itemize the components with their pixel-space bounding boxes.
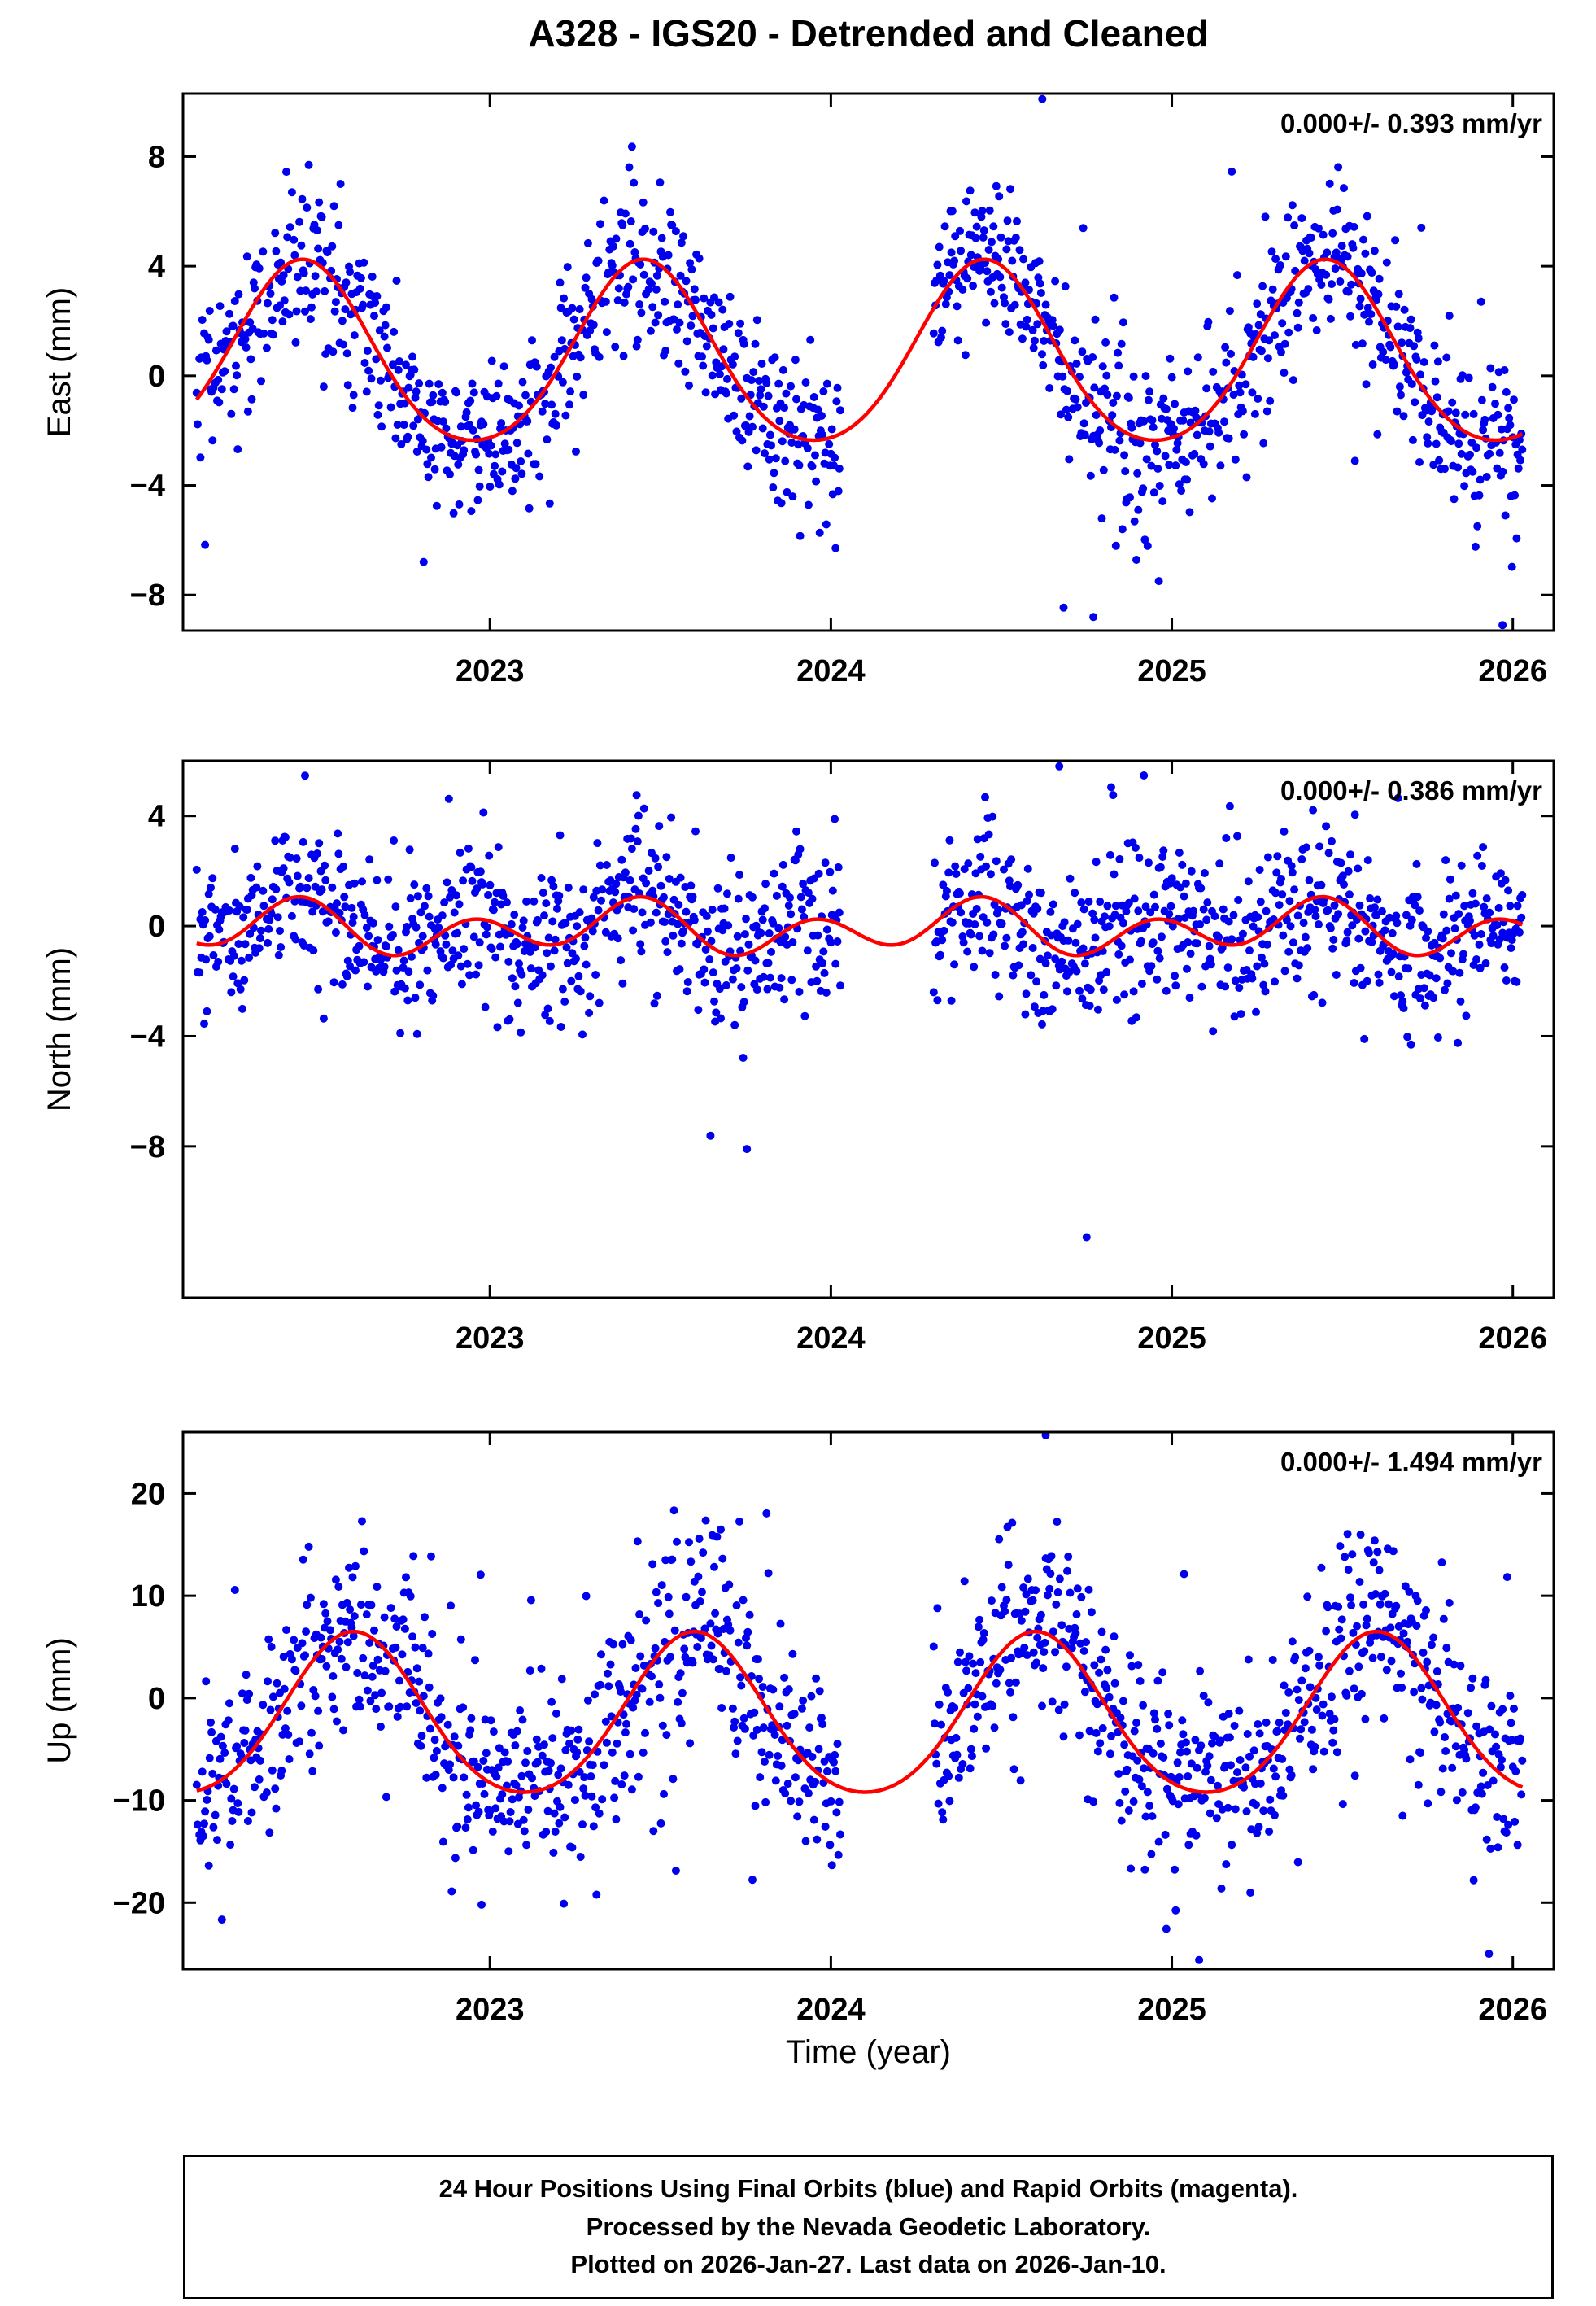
up-xtick-label: 2026 — [1478, 1993, 1547, 2027]
up-outlier-point — [1041, 1432, 1050, 1439]
east-frame — [181, 92, 1555, 632]
north-xtick-label: 2023 — [456, 1321, 525, 1356]
up-ytick-label: 0 — [148, 1682, 165, 1716]
up-fit-curve — [196, 1629, 1524, 1794]
north-data-layer — [192, 762, 1527, 1242]
north-outlier-point — [1082, 1233, 1091, 1242]
east-fit-curve — [194, 257, 1524, 443]
up-chart: 2023 2024 2025 2026 −20 −10 0 10 20 0.000+/- 1.49… — [41, 1430, 1555, 2027]
north-fit-curve — [196, 894, 1524, 958]
north-frame — [181, 759, 1555, 1299]
east-data-layer — [192, 94, 1527, 630]
up-ytick-label: 10 — [131, 1579, 165, 1614]
caption-box: 24 Hour Positions Using Final Orbits (bl… — [183, 2155, 1554, 2299]
east-outlier-point — [1038, 94, 1047, 103]
east-xtick-label: 2026 — [1478, 654, 1547, 688]
up-xtick-label: 2024 — [796, 1993, 866, 2027]
up-frame — [181, 1430, 1555, 1971]
east-rate-annotation: 0.000+/- 0.393 mm/yr — [1280, 108, 1542, 138]
up-xtick-label: 2023 — [456, 1993, 525, 2027]
caption-line-plotted: Plotted on 2026-Jan-27. Last data on 202… — [570, 2250, 1166, 2278]
east-xtick-label: 2024 — [796, 654, 866, 688]
east-ytick-label: −8 — [130, 579, 165, 613]
east-ytick-label: −4 — [130, 469, 165, 504]
east-xtick-label: 2023 — [456, 654, 525, 688]
east-outlier-point — [1089, 613, 1098, 622]
north-xtick-label: 2025 — [1137, 1321, 1206, 1356]
up-outlier-point — [1485, 1950, 1494, 1959]
up-data-layer — [192, 1432, 1527, 1964]
north-ytick-label: −8 — [130, 1130, 165, 1164]
north-ytick-label: 4 — [148, 800, 165, 834]
east-axis-label: East (mm) — [41, 287, 77, 437]
plot-title: A328 - IGS20 - Detrended and Cleaned — [528, 12, 1209, 55]
up-axis-label: Up (mm) — [41, 1637, 77, 1764]
up-ytick-label: −20 — [113, 1886, 165, 1920]
north-axis-label: North (mm) — [41, 947, 77, 1112]
caption-line-orbits: 24 Hour Positions Using Final Orbits (bl… — [438, 2174, 1298, 2203]
east-ytick-label: 0 — [148, 360, 165, 394]
east-ytick-label: 4 — [148, 250, 165, 284]
north-ytick-label: 0 — [148, 910, 165, 944]
east-outlier-point — [1498, 621, 1507, 630]
east-xtick-label: 2025 — [1137, 654, 1206, 688]
north-xtick-label: 2024 — [796, 1321, 866, 1356]
up-rate-annotation: 0.000+/- 1.494 mm/yr — [1280, 1447, 1542, 1477]
north-ytick-label: −4 — [130, 1020, 165, 1054]
up-ytick-label: 20 — [131, 1477, 165, 1511]
up-xtick-label: 2025 — [1137, 1993, 1206, 2027]
north-rate-annotation: 0.000+/- 0.386 mm/yr — [1280, 775, 1542, 806]
x-axis-title: Time (year) — [786, 2034, 951, 2070]
north-xtick-label: 2026 — [1478, 1321, 1547, 1356]
up-outlier-point — [1195, 1955, 1204, 1964]
east-ytick-label: 8 — [148, 140, 165, 174]
caption-line-processed: Processed by the Nevada Geodetic Laborat… — [586, 2212, 1151, 2241]
up-ytick-label: −10 — [113, 1784, 165, 1819]
east-chart: 2023 2024 2025 2026 −8 −4 0 4 8 0.000+/- 0.393 mm… — [41, 92, 1555, 688]
north-outlier-point — [1055, 762, 1064, 771]
north-chart: 2023 2024 2025 2026 −8 −4 0 4 0.000+/- 0.386 mm/… — [41, 759, 1555, 1356]
